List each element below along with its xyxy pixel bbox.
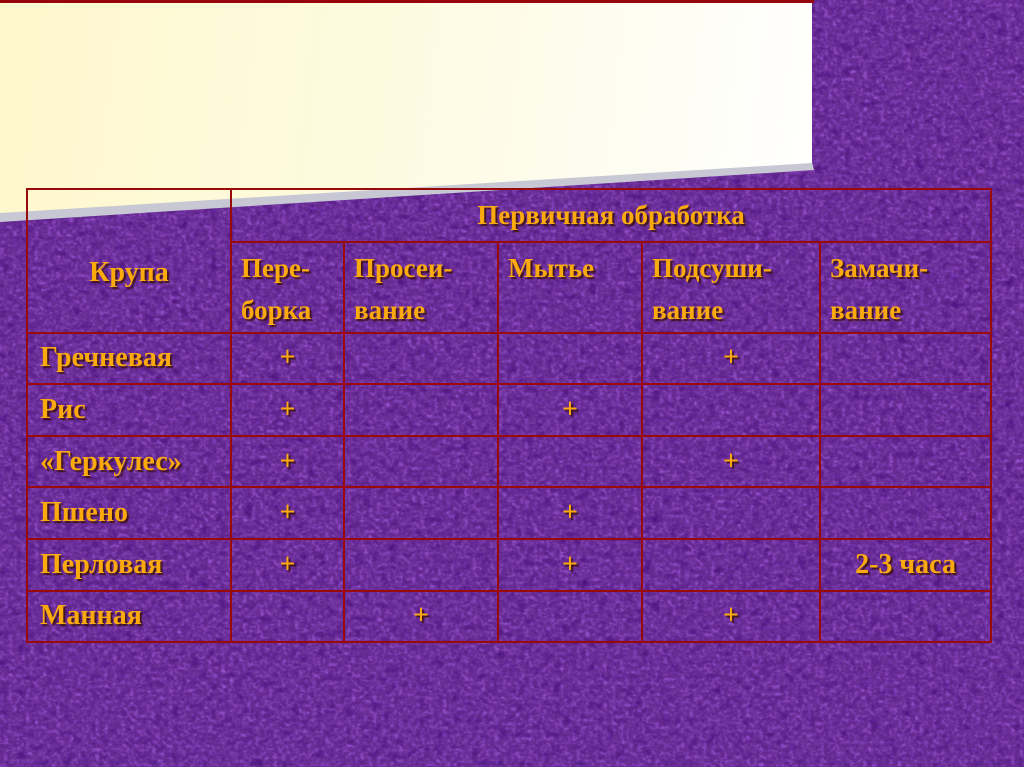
column-header-row: Пере- борка Просеи- вание Мытье Подсуши-… (27, 241, 993, 334)
table-cell-mark: + (230, 538, 345, 592)
column-header-podsush: Подсуши- вание (641, 241, 821, 334)
row-label: Манная (26, 589, 232, 644)
table-row: Пшено + + (26, 486, 993, 541)
table-cell-empty (497, 331, 643, 386)
table-cell-empty (343, 538, 499, 592)
column-header-perebor: Пере- борка (230, 241, 345, 334)
table-cell-mark: + (230, 434, 345, 489)
table-cell-empty (497, 589, 643, 644)
top-accent-line (0, 0, 814, 3)
table-cell-empty (641, 383, 821, 437)
table-cell-empty (641, 538, 821, 592)
table-cell-empty (343, 434, 499, 489)
table-cell-mark: + (497, 486, 643, 541)
row-label: Рис (26, 383, 232, 437)
table-row: Манная + + (26, 589, 993, 644)
table-row: Рис + + (26, 383, 993, 437)
table-cell-empty (497, 434, 643, 489)
table-cell-empty (343, 383, 499, 437)
group-header-cell: Первичная обработка (229, 188, 993, 243)
table-row: Перловая + +2-3 часа (26, 538, 993, 592)
corner-cell: Крупа (26, 188, 232, 334)
table-cell-mark: + (497, 383, 643, 437)
table-cell-mark: 2-3 часа (818, 538, 993, 592)
table-cell-empty (641, 486, 821, 541)
row-label: Гречневая (26, 331, 232, 386)
table-cell-empty (818, 434, 993, 489)
table-cell-mark: + (230, 486, 345, 541)
table-cell-empty (343, 331, 499, 386)
cereal-processing-table: Крупа Первичная обработка Пере- борка Пр… (26, 188, 993, 644)
table-cell-empty (230, 589, 345, 644)
table-cell-empty (818, 383, 993, 437)
column-header-proseiv: Просеи- вание (343, 241, 499, 334)
row-label: Пшено (26, 486, 232, 541)
table-cell-mark: + (343, 589, 499, 644)
row-label: Перловая (26, 538, 232, 592)
table-cell-empty (818, 589, 993, 644)
table-cell-mark: + (641, 589, 821, 644)
table-cell-mark: + (641, 434, 821, 489)
table-body: Гречневая + + Рис + + «Геркулес» + + Пшено + + Перло… (26, 331, 993, 644)
table-cell-mark: + (230, 383, 345, 437)
group-header-row: Крупа Первичная обработка (26, 188, 993, 334)
table-cell-mark: + (641, 331, 821, 386)
column-header-zamachiv: Замачи- вание (818, 241, 993, 334)
table-cell-empty (818, 331, 993, 386)
table-cell-empty (343, 486, 499, 541)
table-row: Гречневая + + (26, 331, 993, 386)
column-header-mytie: Мытье (497, 241, 643, 334)
table-cell-mark: + (497, 538, 643, 592)
table-cell-mark: + (230, 331, 345, 386)
row-label: «Геркулес» (26, 434, 232, 489)
table-cell-empty (818, 486, 993, 541)
table-row: «Геркулес» + + (26, 434, 993, 489)
